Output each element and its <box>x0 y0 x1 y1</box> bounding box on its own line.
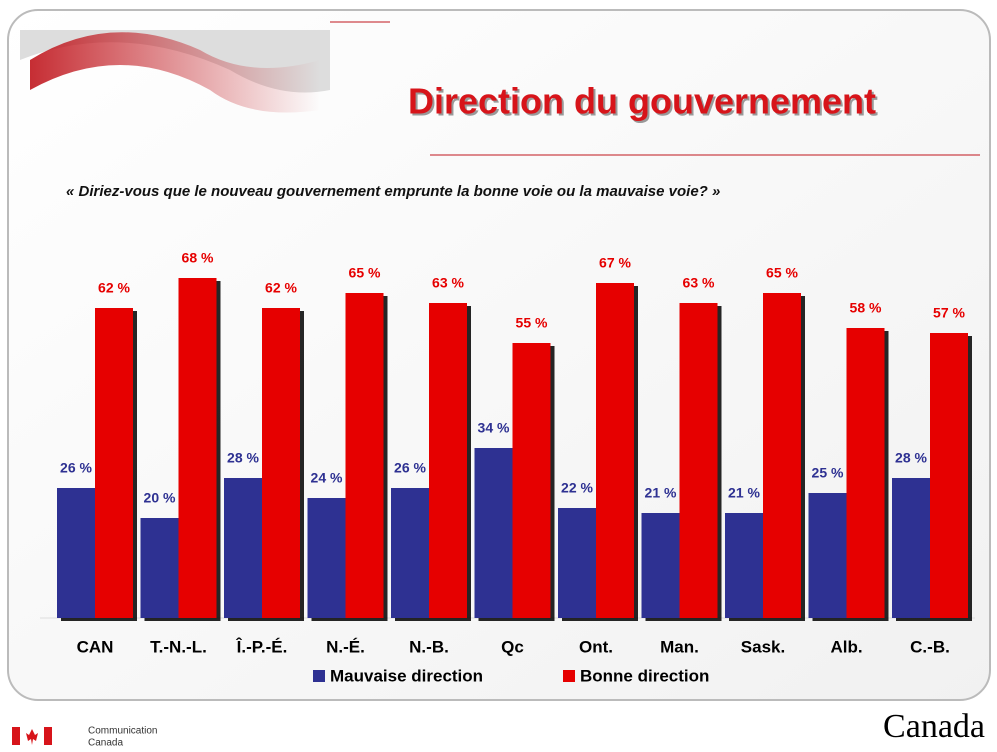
x-tick-label: CAN <box>77 637 114 656</box>
bar <box>262 308 300 618</box>
value-label: 63 % <box>432 275 464 291</box>
value-label: 28 % <box>895 450 927 466</box>
value-label: 22 % <box>561 480 593 496</box>
flag-bar <box>12 727 20 745</box>
flag-red <box>30 32 320 113</box>
value-label: 68 % <box>182 250 214 266</box>
wordmark: Canada <box>883 708 985 745</box>
x-tick-label: N.-B. <box>409 637 449 656</box>
value-label: 25 % <box>812 465 844 481</box>
value-label: 34 % <box>478 420 510 436</box>
bar <box>725 513 763 618</box>
bar <box>596 283 634 618</box>
x-tick-label: C.-B. <box>910 637 950 656</box>
x-tick-label: Î.-P.-É. <box>236 637 288 656</box>
value-label: 20 % <box>144 490 176 506</box>
legend-label: Bonne direction <box>580 666 709 685</box>
x-tick-label: Ont. <box>579 637 613 656</box>
x-tick-label: Qc <box>501 637 524 656</box>
legend-swatch <box>563 670 575 682</box>
footer: Communication Canada Canada <box>12 708 985 749</box>
plot: 26 % 62 % CAN 20 % 68 % T.-N.-L. 28 % 62 % Î.-P.… <box>57 250 968 685</box>
bar <box>474 448 513 618</box>
bar <box>95 308 133 618</box>
legend-swatch <box>313 670 325 682</box>
value-label: 62 % <box>265 280 297 296</box>
value-label: 28 % <box>227 450 259 466</box>
value-label: 67 % <box>599 255 631 271</box>
bar <box>892 478 930 618</box>
value-label: 58 % <box>850 300 882 316</box>
legend-label: Mauvaise direction <box>330 666 483 685</box>
bar <box>679 303 718 618</box>
bar <box>641 513 680 618</box>
value-label: 26 % <box>60 460 92 476</box>
bar <box>391 488 429 618</box>
department-name: Communication <box>88 726 157 737</box>
chart-title: Direction du gouvernement <box>408 81 876 122</box>
bar <box>224 478 262 618</box>
bar <box>558 508 596 618</box>
bar <box>930 333 968 618</box>
value-label: 63 % <box>683 275 715 291</box>
x-tick-label: Alb. <box>830 637 862 656</box>
x-tick-label: N.-É. <box>326 637 365 656</box>
value-label: 65 % <box>349 265 381 281</box>
x-tick-label: T.-N.-L. <box>150 637 207 656</box>
value-label: 24 % <box>311 470 343 486</box>
value-label: 57 % <box>933 305 965 321</box>
bar <box>846 328 885 618</box>
bar <box>345 293 384 618</box>
chart-subtitle: « Diriez-vous que le nouveau gouvernemen… <box>66 183 720 200</box>
bar <box>140 518 179 618</box>
title-shadow: Direction du gouvernement <box>410 83 878 124</box>
value-label: 65 % <box>766 265 798 281</box>
bar <box>808 493 847 618</box>
maple-leaf <box>26 729 38 745</box>
bar <box>307 498 346 618</box>
bar <box>429 303 467 618</box>
value-label: 26 % <box>394 460 426 476</box>
value-label: 21 % <box>645 485 677 501</box>
header-rule <box>330 21 980 156</box>
value-label: 55 % <box>516 315 548 331</box>
value-label: 62 % <box>98 280 130 296</box>
bar <box>57 488 95 618</box>
bar <box>178 278 217 618</box>
department-name: Canada <box>88 738 123 749</box>
bar <box>512 343 551 618</box>
flag-bar <box>44 727 52 745</box>
value-label: 21 % <box>728 485 760 501</box>
x-tick-label: Sask. <box>741 637 785 656</box>
bar <box>763 293 801 618</box>
x-tick-label: Man. <box>660 637 699 656</box>
